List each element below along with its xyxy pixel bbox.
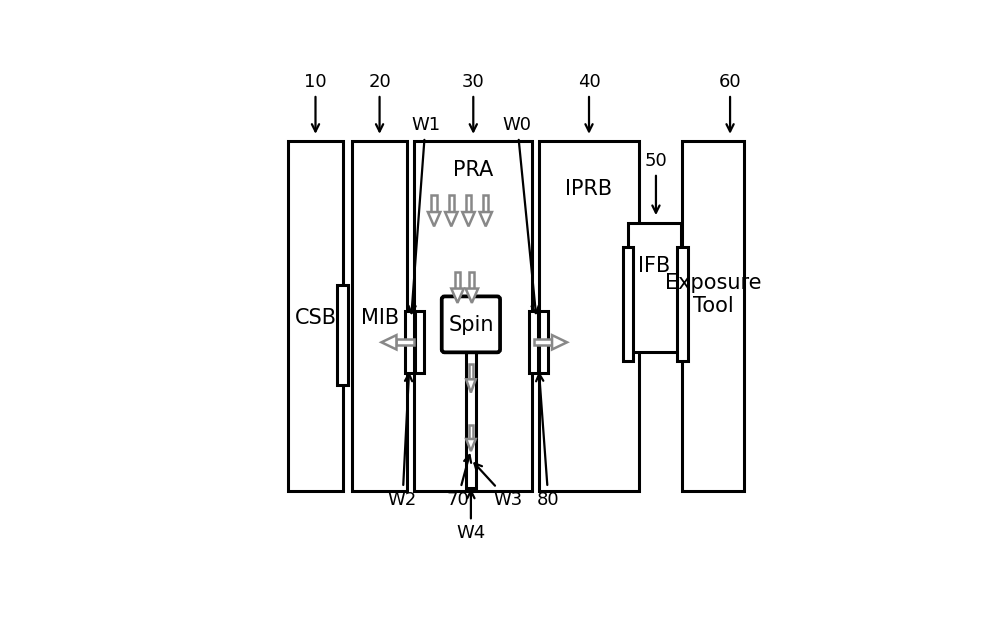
Bar (352, 142, 407, 491)
Text: 70: 70 (446, 455, 471, 509)
Text: 40: 40 (578, 73, 600, 132)
Bar (455, 272, 460, 289)
Bar (534, 339, 552, 345)
Text: Spin: Spin (448, 315, 494, 335)
Polygon shape (445, 212, 458, 226)
Bar (466, 195, 471, 212)
Text: Exposure
Tool: Exposure Tool (665, 273, 762, 316)
Polygon shape (480, 212, 492, 226)
Text: W2: W2 (388, 374, 417, 509)
Text: IFB: IFB (638, 256, 671, 276)
Bar (539, 311, 548, 373)
Polygon shape (466, 289, 478, 303)
Bar (405, 311, 414, 373)
Text: 10: 10 (304, 73, 327, 132)
Bar (415, 311, 424, 373)
Bar (414, 142, 532, 491)
Bar (288, 142, 343, 491)
Polygon shape (428, 212, 440, 226)
Bar (469, 364, 473, 379)
Bar (337, 285, 348, 385)
Text: W3: W3 (474, 463, 522, 509)
Polygon shape (462, 212, 475, 226)
Bar (677, 247, 688, 361)
Text: 20: 20 (368, 73, 391, 132)
Bar (539, 142, 639, 491)
Bar (469, 425, 473, 439)
Text: 30: 30 (462, 73, 485, 132)
Bar (682, 142, 744, 491)
Polygon shape (381, 335, 396, 350)
Bar (431, 195, 437, 212)
Text: MIB: MIB (361, 309, 399, 329)
Text: W1: W1 (408, 116, 440, 313)
Bar (483, 195, 488, 212)
Text: PRA: PRA (453, 160, 493, 180)
Text: IPRB: IPRB (565, 179, 613, 199)
Text: W4: W4 (456, 491, 486, 542)
Polygon shape (466, 439, 476, 451)
Bar (529, 311, 538, 373)
FancyBboxPatch shape (442, 296, 500, 352)
Bar (466, 350, 476, 488)
Text: W0: W0 (503, 116, 539, 313)
Bar (469, 272, 474, 289)
Text: CSB: CSB (294, 309, 336, 329)
Text: 50: 50 (645, 152, 667, 213)
Bar (449, 195, 454, 212)
Text: 60: 60 (719, 73, 741, 132)
Polygon shape (451, 289, 464, 303)
Text: 80: 80 (536, 374, 560, 509)
Bar (628, 223, 681, 352)
Polygon shape (552, 335, 567, 350)
Bar (623, 247, 633, 361)
Bar (396, 339, 414, 345)
Polygon shape (466, 379, 476, 392)
